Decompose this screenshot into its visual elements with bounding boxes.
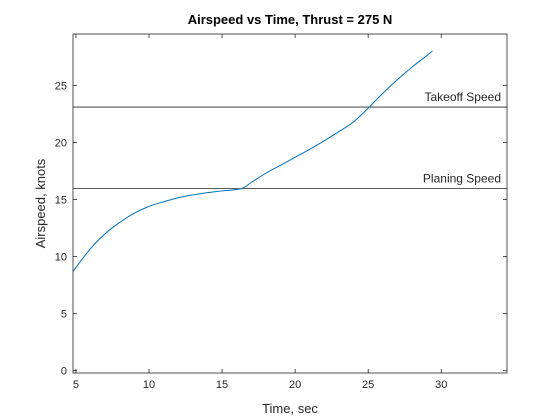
x-tick-label: 5 [73,379,79,391]
y-axis-ticks: 0 5 10 15 20 25 [55,80,507,378]
x-axis-ticks: 5 10 15 20 25 30 [73,34,447,391]
chart-title: Airspeed vs Time, Thrust = 275 N [188,12,393,27]
x-tick-label: 30 [435,379,447,391]
series-line [72,50,433,272]
reference-lines: Takeoff Speed Planing Speed [73,90,507,190]
y-tick-label: 5 [61,309,67,321]
x-axis-label: Time, sec [262,401,318,416]
y-tick-label: 0 [61,366,67,378]
reference-line-label: Planing Speed [423,172,501,186]
x-tick-label: 25 [362,379,374,391]
plot-background [73,34,507,373]
y-tick-label: 15 [55,195,67,207]
plot-area [73,34,507,373]
series-layer [72,50,433,272]
x-tick-label: 15 [216,379,228,391]
y-tick-label: 10 [55,252,67,264]
reference-line-label: Takeoff Speed [424,90,501,104]
axes [72,33,508,374]
axes-box [72,33,508,374]
x-tick-label: 10 [143,379,155,391]
x-tick-label: 20 [289,379,301,391]
y-axis-label: Airspeed, knots [33,158,48,248]
y-tick-label: 20 [55,137,67,149]
y-tick-label: 25 [55,80,67,92]
